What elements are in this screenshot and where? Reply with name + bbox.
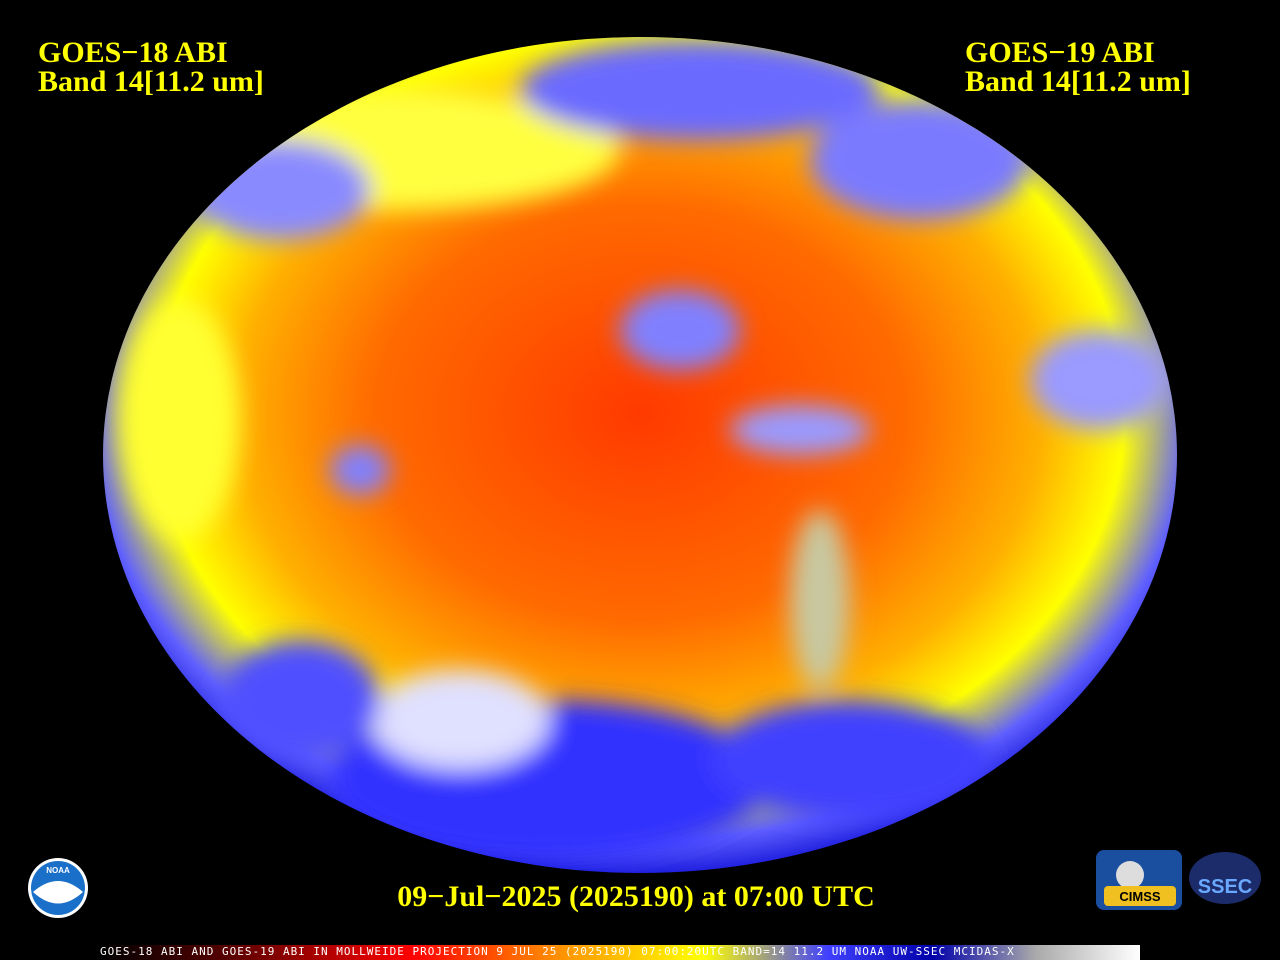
- ssec-logo: SSEC: [1189, 852, 1261, 904]
- right-subtitle: Band 14[11.2 um]: [965, 65, 1191, 98]
- globe: [103, 37, 1177, 873]
- cloud-cover: [120, 40, 1170, 860]
- left-title: GOES−18 ABI: [38, 36, 228, 69]
- left-subtitle: Band 14[11.2 um]: [38, 65, 264, 98]
- cimss-logo: CIMSS: [1096, 850, 1182, 910]
- timestamp: 09−Jul−2025 (2025190) at 07:00 UTC: [397, 880, 875, 913]
- color-bar: [100, 945, 1140, 960]
- noaa-logo: NOAA: [28, 858, 88, 918]
- noaa-label: NOAA: [46, 866, 70, 875]
- right-title: GOES−19 ABI: [965, 36, 1155, 69]
- ssec-label: SSEC: [1198, 876, 1252, 898]
- cimss-label: CIMSS: [1119, 889, 1161, 904]
- caption: GOES-18 ABI AND GOES-19 ABI IN MOLLWEIDE…: [100, 945, 1015, 958]
